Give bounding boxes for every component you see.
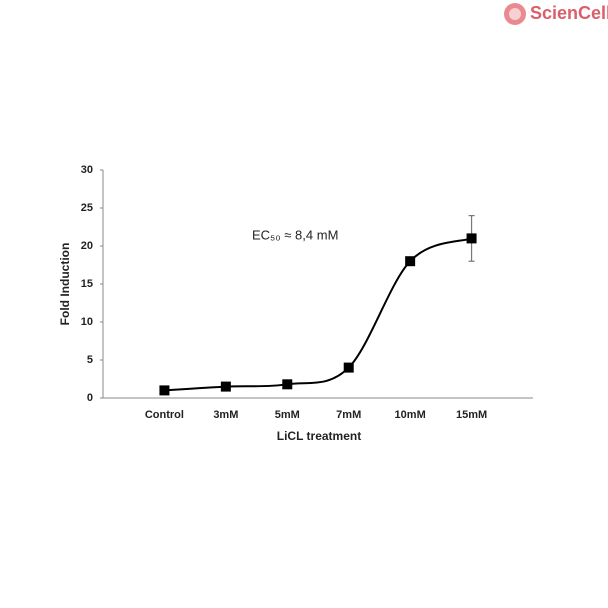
y-tick-label: 20	[81, 240, 93, 252]
point	[159, 385, 170, 396]
y-tick-label: 10	[81, 316, 93, 328]
x-tick-label: 7mM	[336, 409, 361, 421]
y-tick-label: 25	[81, 202, 93, 214]
curve	[164, 237, 472, 392]
y-tick-label: 30	[81, 164, 93, 176]
point	[343, 362, 354, 373]
x-tick-label: 10mM	[395, 409, 426, 421]
y-tick-label: 15	[81, 278, 93, 290]
point	[405, 256, 416, 267]
y-tick-label: 0	[87, 392, 93, 404]
annotation: EC₅₀ ≈ 8,4 mM	[252, 227, 338, 242]
x-tick-label: Control	[145, 409, 184, 421]
y-tick-label: 5	[87, 354, 93, 366]
y-axis-title: Fold Induction	[58, 243, 72, 326]
logo-text: ScienCell	[530, 3, 608, 23]
logo-icon-inner	[509, 8, 521, 20]
x-tick-label: 15mM	[456, 409, 487, 421]
x-tick-label: 3mM	[213, 409, 238, 421]
x-tick-label: 5mM	[275, 409, 300, 421]
x-axis-title: LiCL treatment	[277, 429, 361, 443]
point	[220, 381, 231, 392]
point	[282, 379, 293, 390]
point	[466, 233, 477, 244]
